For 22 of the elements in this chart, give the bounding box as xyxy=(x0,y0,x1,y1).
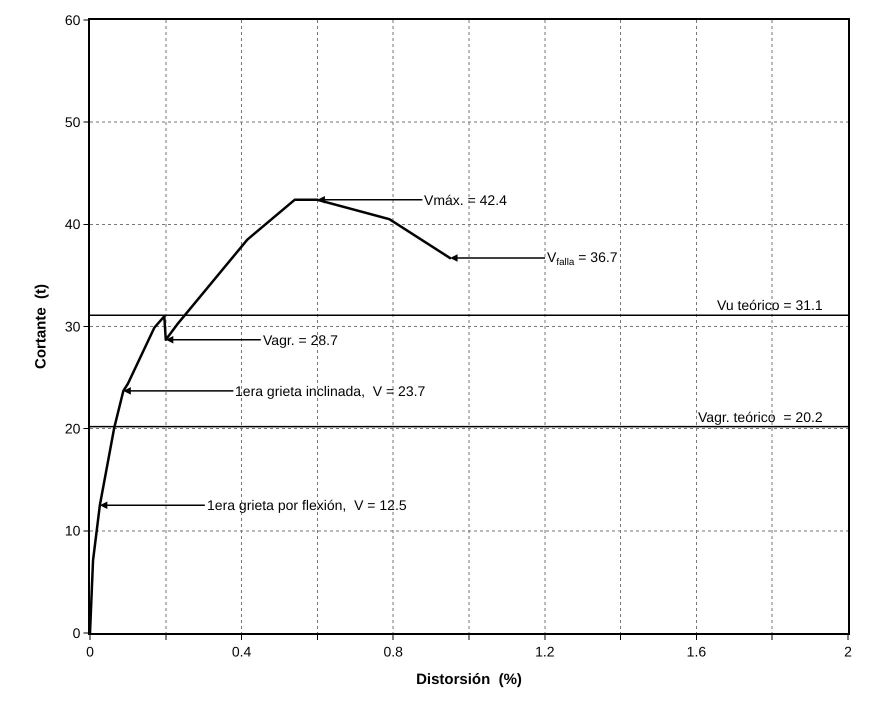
x-tick-label: 2 xyxy=(844,644,852,660)
y-tick-label: 10 xyxy=(64,522,81,539)
x-tick-label: 0.8 xyxy=(383,644,404,660)
x-tick-label: 1.2 xyxy=(535,644,555,660)
x-axis-title: Distorsión (%) xyxy=(416,671,522,688)
y-tick-label: 60 xyxy=(64,12,81,28)
y-tick-label: 40 xyxy=(64,216,81,232)
y-tick-label: 30 xyxy=(64,318,81,334)
annotation: Vagr. = 28.7 xyxy=(263,332,338,348)
annotation: 1era grieta por flexión, V = 12.5 xyxy=(207,497,407,513)
x-tick-label: 1.6 xyxy=(686,644,706,660)
x-tick-label: 0.4 xyxy=(232,644,252,660)
annotation: Vmáx. = 42.4 xyxy=(424,192,508,208)
annotation: V$_{falla}$ = 36.7 xyxy=(547,249,618,268)
y-tick-label: 50 xyxy=(64,114,81,130)
y-tick-label: 0 xyxy=(72,624,81,641)
annotation: 1era grieta inclinada, V = 23.7 xyxy=(235,383,426,399)
x-tick-label: 0 xyxy=(86,644,94,660)
y-axis-title: Cortante (t) xyxy=(32,284,50,369)
ref-line-label: Vu teórico = 31.1 xyxy=(717,297,823,313)
y-tick-label: 20 xyxy=(64,420,81,437)
ref-line-label: Vagr. teórico = 20.2 xyxy=(698,409,823,425)
